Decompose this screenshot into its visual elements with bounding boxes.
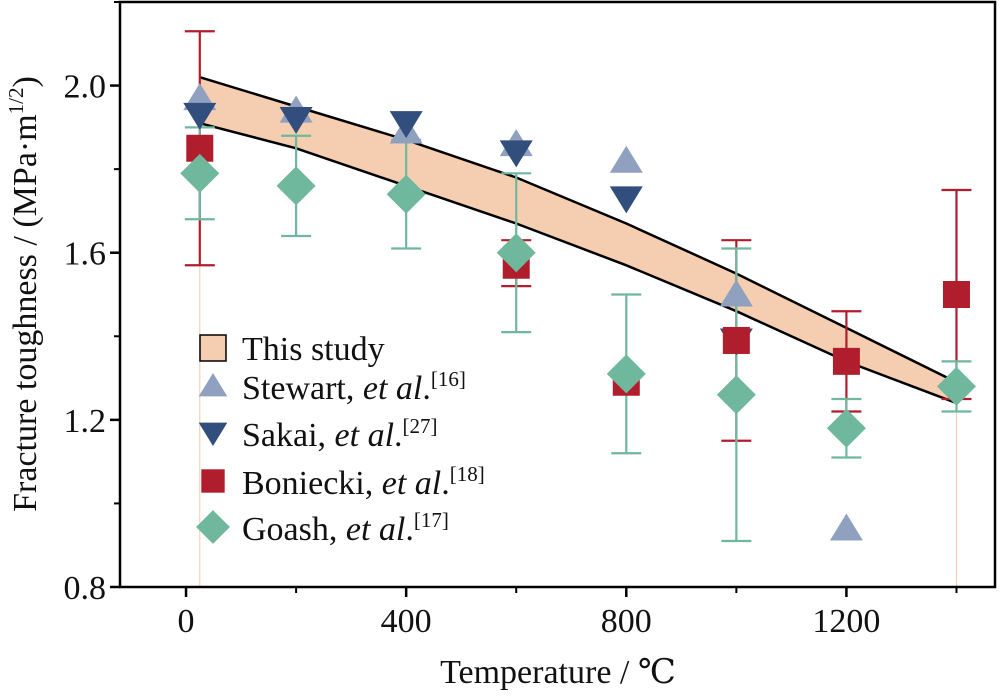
legend-label-band: This study xyxy=(242,331,385,368)
y-axis-title-close: ) xyxy=(7,76,44,87)
legend-label-sakai: Sakai, et al.[27] xyxy=(242,414,438,454)
legend-marker-boniecki xyxy=(201,469,225,493)
legend-stewart-name: Stewart, xyxy=(242,370,363,407)
data-point xyxy=(609,186,643,214)
legend-goash-dot: . xyxy=(405,511,414,548)
data-point xyxy=(496,233,536,273)
band-layer xyxy=(199,76,958,587)
data-point xyxy=(386,174,426,214)
marker-layer xyxy=(180,83,976,541)
data-point xyxy=(942,281,970,308)
data-point xyxy=(829,513,863,541)
legend-stewart-dot: . xyxy=(422,370,431,407)
y-tick-label: 2.0 xyxy=(64,69,107,106)
legend-goash-name: Goash, xyxy=(242,511,346,548)
data-point xyxy=(719,279,753,307)
legend-marker-stewart xyxy=(198,373,228,397)
data-point xyxy=(609,145,643,173)
band-lower-line xyxy=(199,121,957,405)
legend-item-band: This study xyxy=(199,331,385,368)
legend-goash-ref: [17] xyxy=(414,508,449,532)
data-point xyxy=(716,375,756,415)
legend-sakai-ref: [27] xyxy=(403,414,438,438)
data-point xyxy=(279,107,313,134)
x-tick-label: 1200 xyxy=(812,603,880,640)
legend-marker-symbol xyxy=(196,510,230,544)
legend-stewart-ref: [16] xyxy=(431,367,466,391)
legend: This study Stewart, et al.[16] Sakai, et… xyxy=(196,331,485,548)
legend-sakai-etal: et al xyxy=(335,417,394,454)
legend-goash-etal: et al xyxy=(346,511,405,548)
legend-sakai-dot: . xyxy=(394,417,403,454)
data-point xyxy=(180,153,220,193)
x-tick-label: 400 xyxy=(381,603,432,640)
y-axis-title: Fracture toughness / (MPa·m1/2) xyxy=(4,76,44,512)
legend-stewart-etal: et al xyxy=(363,370,422,407)
legend-marker-symbol xyxy=(201,469,225,493)
legend-label-goash: Goash, et al.[17] xyxy=(242,508,449,548)
legend-item-boniecki: Boniecki, et al.[18] xyxy=(201,462,485,502)
legend-swatch-band xyxy=(199,334,227,362)
x-axis-ticks: 0 400 800 1200 xyxy=(178,587,958,640)
y-tick-label: 1.2 xyxy=(64,403,107,440)
data-point xyxy=(389,111,423,139)
y-tick-label: 1.6 xyxy=(64,236,107,273)
data-point xyxy=(722,326,750,354)
legend-item-stewart: Stewart, et al.[16] xyxy=(198,367,466,407)
legend-item-sakai: Sakai, et al.[27] xyxy=(198,414,438,454)
y-axis-title-main: Fracture toughness / (MPa·m xyxy=(7,114,44,512)
data-point xyxy=(826,408,866,448)
data-point xyxy=(832,347,860,375)
legend-label-boniecki: Boniecki, et al.[18] xyxy=(242,462,485,502)
data-point xyxy=(276,166,316,206)
legend-boniecki-etal: et al xyxy=(382,465,441,502)
x-tick-label: 0 xyxy=(178,603,195,640)
y-tick-label: 0.8 xyxy=(64,570,107,607)
legend-marker-sakai xyxy=(198,422,228,446)
data-point xyxy=(183,102,217,130)
legend-sakai-name: Sakai, xyxy=(242,417,335,454)
legend-item-goash: Goash, et al.[17] xyxy=(196,508,449,548)
data-point xyxy=(499,140,533,168)
x-axis-title: Temperature / ℃ xyxy=(440,654,676,691)
band-fill xyxy=(199,77,957,404)
band-upper-line xyxy=(199,76,958,384)
x-tick-label: 800 xyxy=(601,603,652,640)
legend-boniecki-name: Boniecki, xyxy=(242,465,382,502)
y-axis-title-superscript: 1/2 xyxy=(4,87,28,114)
legend-boniecki-dot: . xyxy=(441,465,450,502)
data-point xyxy=(606,354,646,394)
legend-marker-symbol xyxy=(198,422,228,446)
legend-marker-goash xyxy=(196,510,230,544)
legend-label-stewart: Stewart, et al.[16] xyxy=(242,367,466,407)
plot-frame xyxy=(118,0,997,589)
data-point xyxy=(936,366,976,406)
legend-boniecki-ref: [18] xyxy=(450,462,485,486)
legend-marker-symbol xyxy=(198,373,228,397)
y-axis-ticks: 0.8 1.2 1.6 2.0 xyxy=(64,1,120,607)
